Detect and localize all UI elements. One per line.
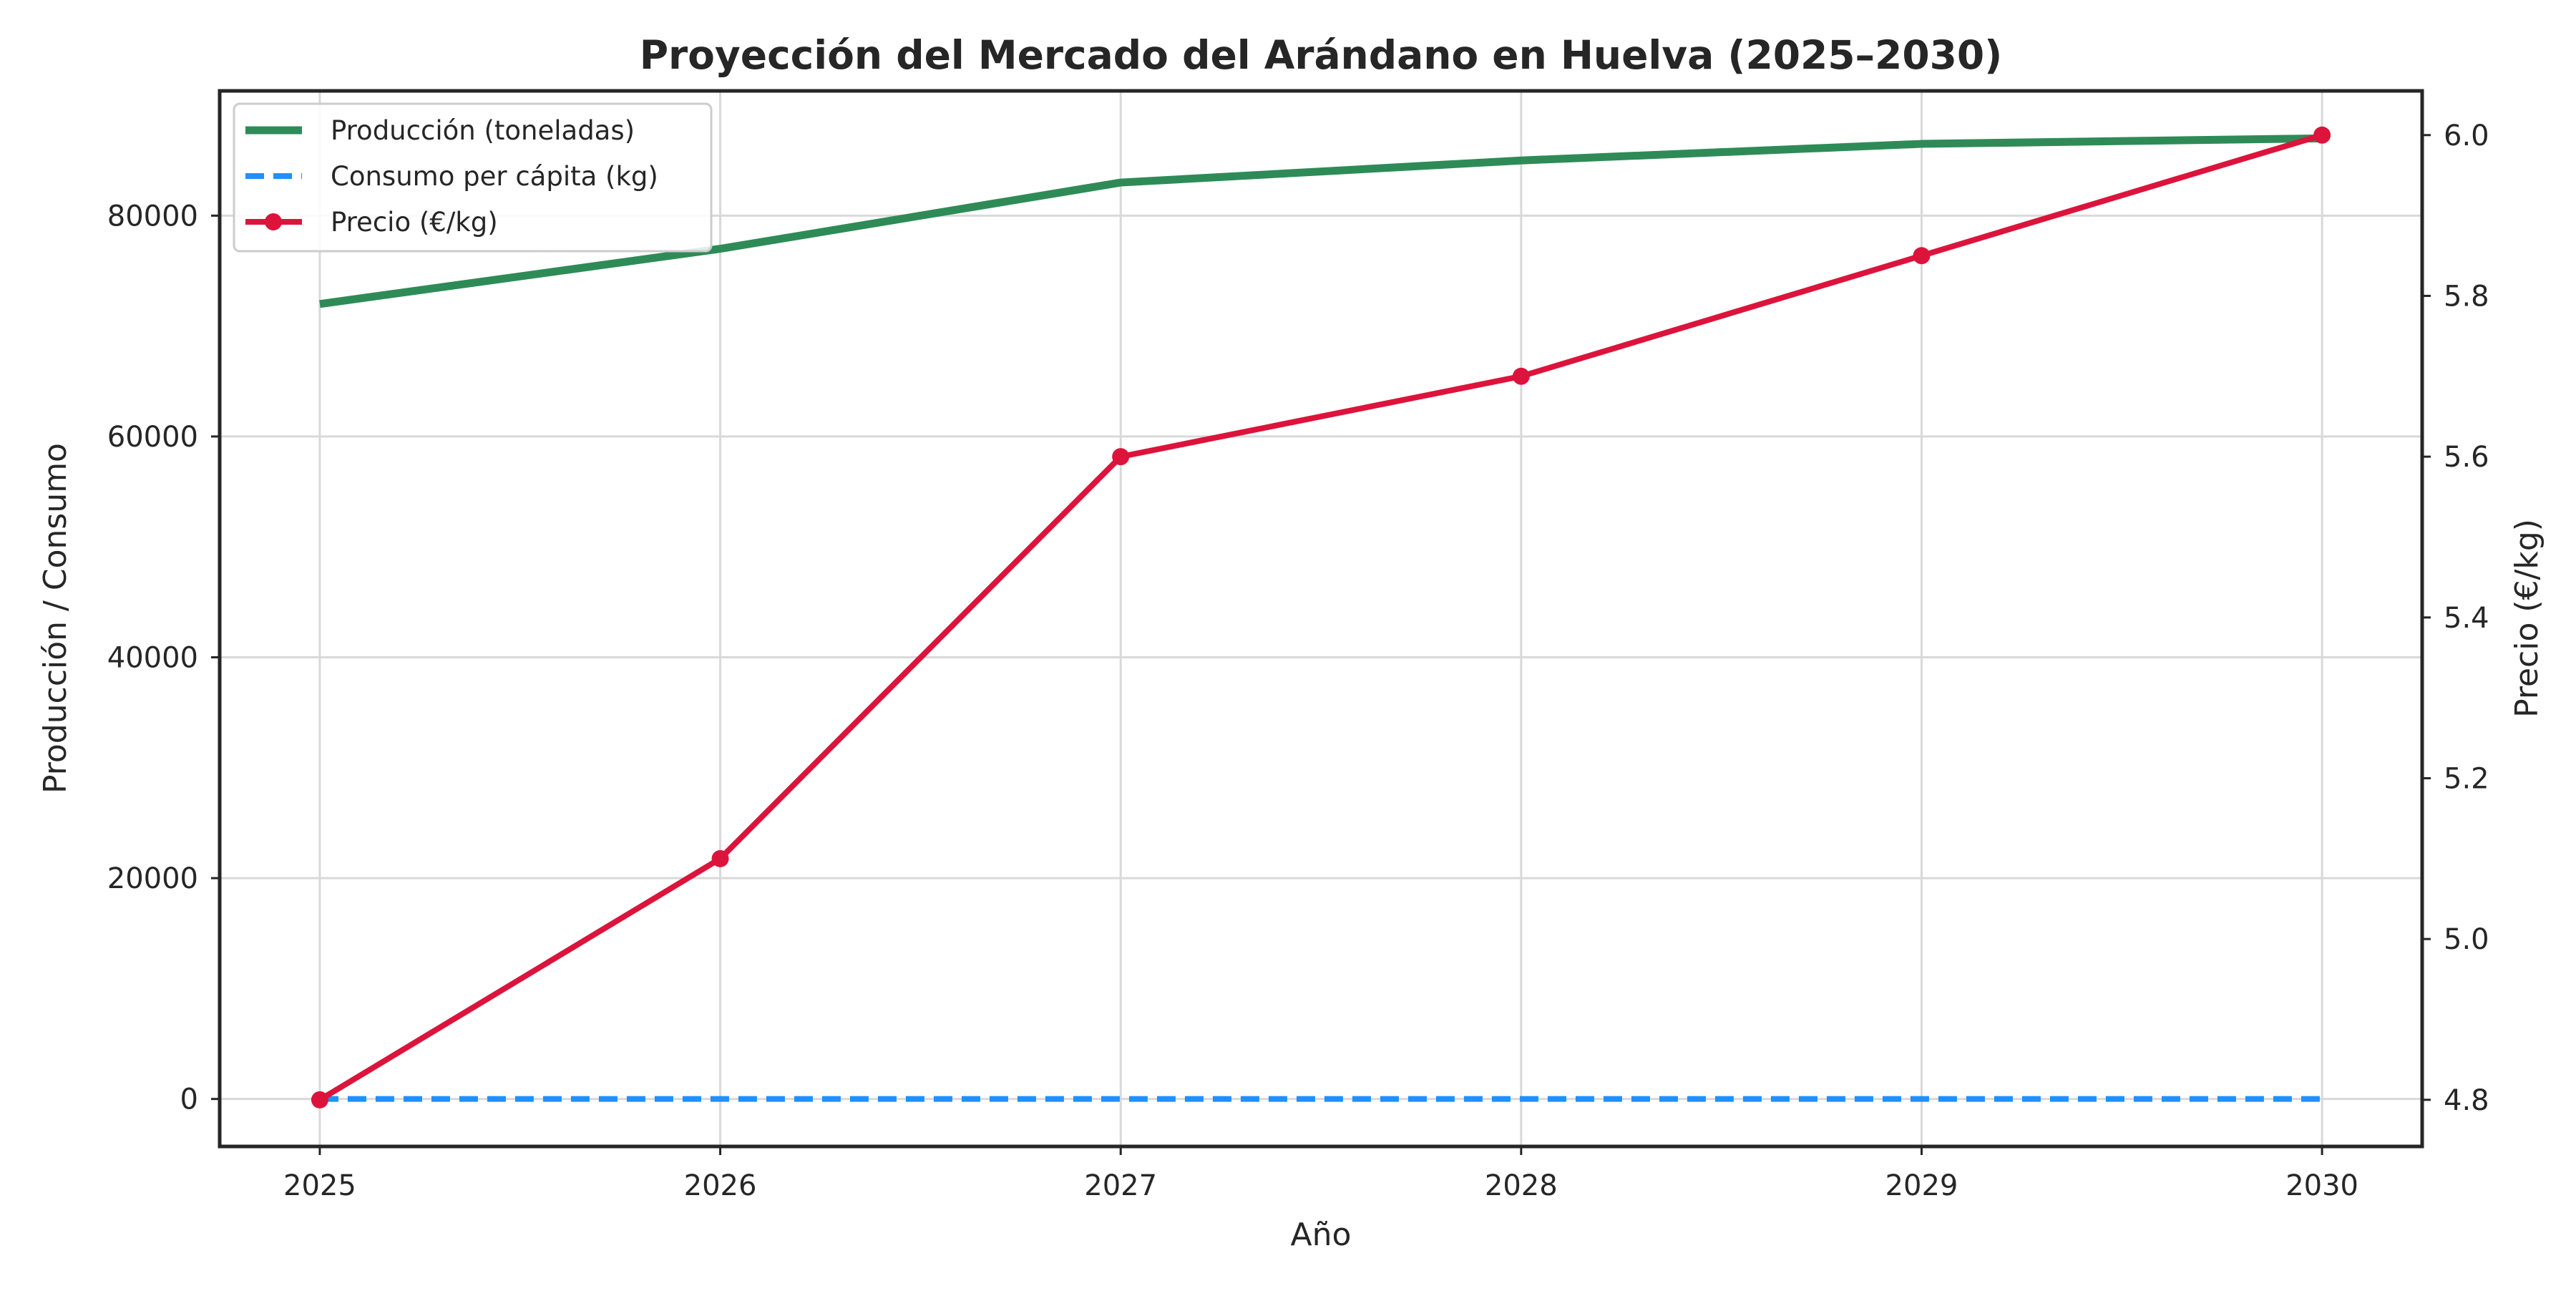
x-tick-label: 2029 xyxy=(1885,1169,1958,1202)
legend-label-1: Consumo per cápita (kg) xyxy=(331,161,658,192)
series-point-2 xyxy=(1513,368,1530,385)
y-right-tick-label: 5.0 xyxy=(2444,923,2489,956)
y-right-tick-label: 4.8 xyxy=(2444,1084,2489,1117)
y-axis-right-label: Precio (€/kg) xyxy=(2509,519,2545,718)
legend-label-2: Precio (€/kg) xyxy=(331,207,498,238)
series-point-2 xyxy=(311,1091,328,1109)
series-point-2 xyxy=(2313,127,2331,144)
x-tick-label: 2028 xyxy=(1485,1169,1558,1202)
y-tick-label: 60000 xyxy=(107,421,198,454)
y-right-tick-label: 5.6 xyxy=(2444,441,2489,474)
y-tick-label: 20000 xyxy=(107,862,198,895)
series-point-2 xyxy=(712,850,729,867)
y-right-tick-label: 6.0 xyxy=(2444,120,2489,152)
legend-marker-2 xyxy=(265,213,282,230)
y-right-tick-label: 5.8 xyxy=(2444,280,2489,313)
series-point-2 xyxy=(1913,247,1930,264)
x-tick-label: 2027 xyxy=(1084,1169,1157,1202)
y-axis-label: Producción / Consumo xyxy=(37,443,74,794)
x-tick-label: 2026 xyxy=(684,1169,757,1202)
legend: Producción (toneladas) Consumo per cápita… xyxy=(234,104,711,251)
y-tick-label: 40000 xyxy=(107,642,198,675)
series-point-2 xyxy=(1112,448,1129,465)
y-right-tick-label: 5.2 xyxy=(2444,762,2489,795)
x-axis-label: Año xyxy=(1291,1217,1352,1253)
y-tick-label: 80000 xyxy=(107,200,198,233)
legend-label-0: Producción (toneladas) xyxy=(331,115,635,146)
x-tick-label: 2025 xyxy=(283,1169,356,1202)
y-right-tick-label: 5.4 xyxy=(2444,602,2489,635)
chart-title: Proyección del Mercado del Arándano en H… xyxy=(640,32,2003,78)
y-tick-label: 0 xyxy=(180,1083,198,1116)
x-tick-label: 2030 xyxy=(2285,1169,2358,1202)
